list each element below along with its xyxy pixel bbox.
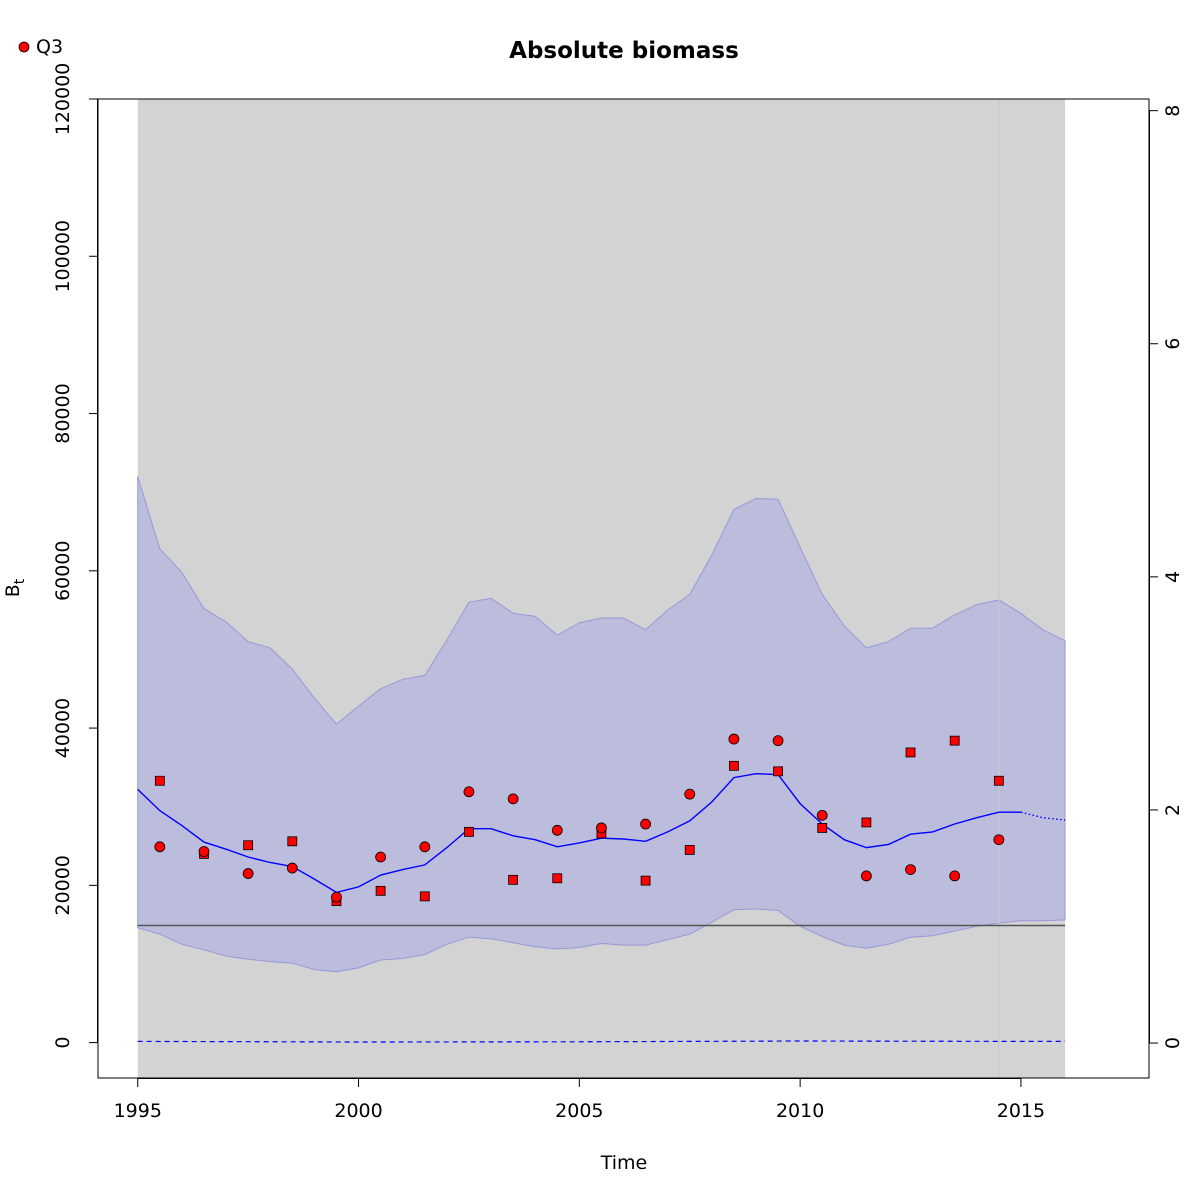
x-tick-label: 2005 (555, 1100, 603, 1122)
square-point (464, 826, 474, 837)
circle-point (375, 851, 387, 863)
circle-point (949, 870, 961, 882)
y-tick-label: 60000 (52, 541, 74, 601)
circle-point (684, 788, 696, 800)
square-point (949, 735, 960, 746)
circle-point (463, 786, 475, 798)
legend-label-q3: Q3 (36, 36, 63, 58)
y-tick-label: 100000 (52, 220, 74, 293)
square-point (728, 760, 739, 771)
circle-point (728, 733, 740, 745)
y2-tick-label: 6 (1162, 338, 1184, 350)
square-point (508, 874, 519, 885)
x-tick-label: 2000 (334, 1100, 382, 1122)
circle-point (993, 834, 1005, 846)
square-point (993, 775, 1004, 786)
y-tick-label: 20000 (52, 855, 74, 915)
circle-point (198, 846, 210, 857)
y2-tick-label: 4 (1162, 571, 1184, 583)
square-point (287, 836, 298, 847)
square-point (640, 875, 651, 886)
x-tick-label: 1995 (114, 1100, 162, 1122)
square-point (905, 747, 916, 758)
x-tick-label: 2015 (997, 1100, 1045, 1122)
circle-point (816, 809, 828, 821)
square-point (552, 873, 563, 884)
confidence-band (137, 476, 1066, 973)
circle-point (286, 862, 298, 874)
y-axis-title-group: Bt (2, 578, 28, 597)
square-point (154, 775, 165, 786)
y-tick-label: 40000 (52, 698, 74, 758)
circle-point (242, 868, 254, 879)
square-point (861, 817, 872, 828)
y-tick-label: 80000 (52, 383, 74, 443)
legend: Q3 (18, 36, 63, 58)
circle-point (596, 822, 607, 834)
square-point (419, 891, 430, 902)
y-axis-title-subscript: t (12, 578, 28, 584)
square-point (773, 766, 783, 777)
square-point (375, 885, 386, 896)
y2-tick-label: 8 (1162, 105, 1184, 117)
legend-marker-q3 (18, 41, 30, 53)
circle-point (507, 793, 519, 805)
circle-point (551, 824, 563, 836)
y-axis-title: B (2, 584, 24, 597)
y2-tick-label: 2 (1162, 804, 1184, 816)
square-point (817, 823, 828, 833)
estimate-line (137, 772, 1021, 894)
svg-text:Bt: Bt (2, 578, 28, 597)
chart-title: Absolute biomass (509, 38, 739, 64)
circle-point (331, 891, 342, 903)
circle-point (419, 841, 431, 853)
circle-point (905, 864, 916, 876)
y-tick-label: 120000 (52, 63, 74, 136)
plot-area (137, 99, 1066, 1078)
bottom-dashed-line (137, 1040, 1066, 1043)
axes: 1995 2000 2005 2010 2015 0 20000 40000 60000 8000… (52, 63, 1184, 1122)
x-axis-title: Time (600, 1152, 648, 1174)
circle-point (860, 870, 872, 882)
circle-point (154, 841, 166, 853)
circle-point (772, 735, 784, 747)
square-point (243, 840, 254, 851)
y2-tick-label: 0 (1162, 1037, 1184, 1049)
square-point (684, 845, 695, 855)
y-tick-label: 0 (52, 1037, 74, 1049)
circle-point (640, 818, 651, 830)
x-tick-label: 2010 (776, 1100, 824, 1122)
